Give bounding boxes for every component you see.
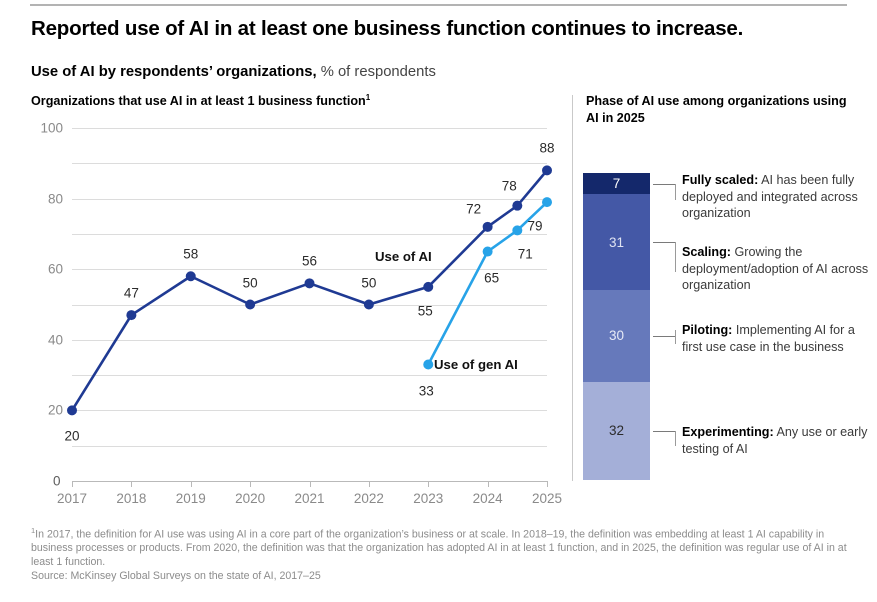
bar-segment-experimenting[interactable]: 32 [583, 381, 650, 480]
callout-title: Piloting: [682, 323, 733, 337]
footnote-source: Source: McKinsey Global Surveys on the s… [31, 570, 321, 583]
y-axis-tick-label: 80 [47, 191, 63, 207]
gridline [72, 128, 547, 129]
callout-title: Scaling: [682, 245, 731, 259]
data-point-value-label: 72 [466, 201, 482, 217]
data-point-value-label: 50 [361, 275, 377, 290]
data-point-value-label: 33 [418, 383, 434, 398]
x-axis-tick [131, 481, 133, 487]
x-axis-tick-label: 2022 [353, 491, 384, 506]
gridline [72, 163, 547, 165]
data-point-value-label: 88 [539, 140, 555, 156]
callout-description: Implementing AI for a first use case in … [682, 323, 855, 354]
data-point-value-label: 71 [517, 246, 533, 262]
x-axis-tick-label: 2024 [472, 491, 503, 506]
chart-subtitle: Use of AI by respondents’ organizations,… [31, 62, 551, 82]
x-axis-tick [368, 481, 370, 487]
x-axis-tick-label: 2017 [56, 491, 88, 506]
callout-leader-line [653, 183, 675, 185]
callout-description: Any use or early testing of AI [682, 425, 868, 456]
callout-fully-scaled: Fully scaled: AI has been fully deployed… [682, 172, 872, 222]
gridline [72, 304, 547, 306]
data-point-value-label: 47 [123, 285, 139, 301]
x-axis-tick-label: 2019 [175, 491, 206, 506]
callout-leader-bracket [675, 330, 676, 344]
callout-leader-line [653, 335, 675, 337]
callout-description: Growing the deployment/adoption of AI ac… [682, 245, 869, 293]
callout-title: Fully scaled: [682, 173, 759, 187]
x-axis-tick-label: 2020 [235, 491, 266, 506]
data-point-value-label: 20 [64, 428, 80, 444]
bar-segment-piloting[interactable]: 30 [583, 289, 650, 382]
y-axis-tick-label: 100 [40, 120, 63, 136]
chart-subtitle-bold: Use of AI by respondents’ organizations, [31, 64, 317, 80]
x-axis-tick-label: 2025 [531, 491, 563, 506]
x-axis-tick-label: 2021 [294, 491, 325, 506]
data-point-value-label: 79 [527, 218, 543, 234]
callout-leader-bracket [675, 242, 676, 272]
x-axis-tick-label: 2018 [116, 491, 147, 506]
data-point-value-label: 58 [183, 246, 199, 262]
x-axis-tick [309, 481, 311, 487]
y-axis-tick-label: 60 [47, 261, 63, 277]
callout-leader-line [653, 242, 675, 244]
line-chart-plot-area: 20 40 60 80 100 [40, 121, 547, 481]
data-point-value-label: 65 [484, 270, 500, 286]
series-label-use-of-gen-ai: Use of gen AI [434, 357, 518, 372]
left-chart-title: Organizations that use AI in at least 1 … [31, 93, 370, 108]
right-chart-title: Phase of AI use among organizations usin… [586, 94, 847, 125]
panel-divider [572, 95, 573, 481]
callout-experimenting: Experimenting: Any use or early testing … [682, 424, 872, 457]
y-axis-tick-label: 20 [47, 402, 63, 418]
data-point-value-label: 56 [301, 253, 318, 269]
data-point-value-label: 55 [417, 303, 433, 319]
callout-piloting: Piloting: Implementing AI for a first us… [682, 322, 872, 355]
chart-subtitle-light: % of respondents [316, 64, 436, 80]
x-axis-tick [547, 481, 548, 487]
page-title: Reported use of AI in at least one busin… [31, 17, 744, 40]
left-chart-title-text: Organizations that use AI in at least 1 … [31, 94, 366, 109]
gridline [72, 410, 547, 412]
x-axis-tick-label: 2023 [413, 491, 444, 506]
gridline [72, 269, 547, 271]
footnote-note: 1In 2017, the definition for AI use was … [31, 524, 851, 569]
callout-leader-bracket [675, 430, 676, 446]
gridline [72, 233, 547, 235]
stacked-bar: 7 31 30 32 [583, 173, 650, 480]
gridline [72, 198, 547, 200]
callout-leader-bracket [675, 183, 676, 200]
footnote-note-text: In 2017, the definition for AI use was u… [31, 528, 847, 568]
callout-leader-line [653, 430, 675, 432]
callout-scaling: Scaling: Growing the deployment/adoption… [682, 244, 872, 294]
header-rule [30, 4, 847, 6]
y-axis-tick-label: 40 [47, 332, 63, 348]
gridline [72, 339, 547, 341]
bar-segment-scaling[interactable]: 31 [583, 194, 650, 290]
x-axis-tick [250, 481, 252, 487]
bar-segment-fully-scaled[interactable]: 7 [583, 173, 650, 195]
x-axis-tick [190, 481, 192, 487]
left-chart-title-footnote-marker: 1 [365, 93, 371, 102]
data-point-value-label: 50 [242, 275, 258, 290]
data-point-value-label: 78 [501, 178, 517, 194]
x-axis-tick [487, 481, 489, 487]
y-axis-zero-label: 0 [53, 473, 61, 489]
x-axis-tick [72, 481, 73, 487]
footnotes: 1In 2017, the definition for AI use was … [31, 524, 851, 584]
series-label-use-of-ai: Use of AI [375, 249, 432, 264]
callout-description: AI has been fully deployed and integrate… [682, 173, 858, 221]
gridline [72, 445, 547, 447]
footnote-marker: 1 [31, 526, 36, 535]
gridline [72, 375, 547, 377]
x-axis-tick [428, 481, 430, 487]
callout-title: Experimenting: [682, 425, 774, 439]
